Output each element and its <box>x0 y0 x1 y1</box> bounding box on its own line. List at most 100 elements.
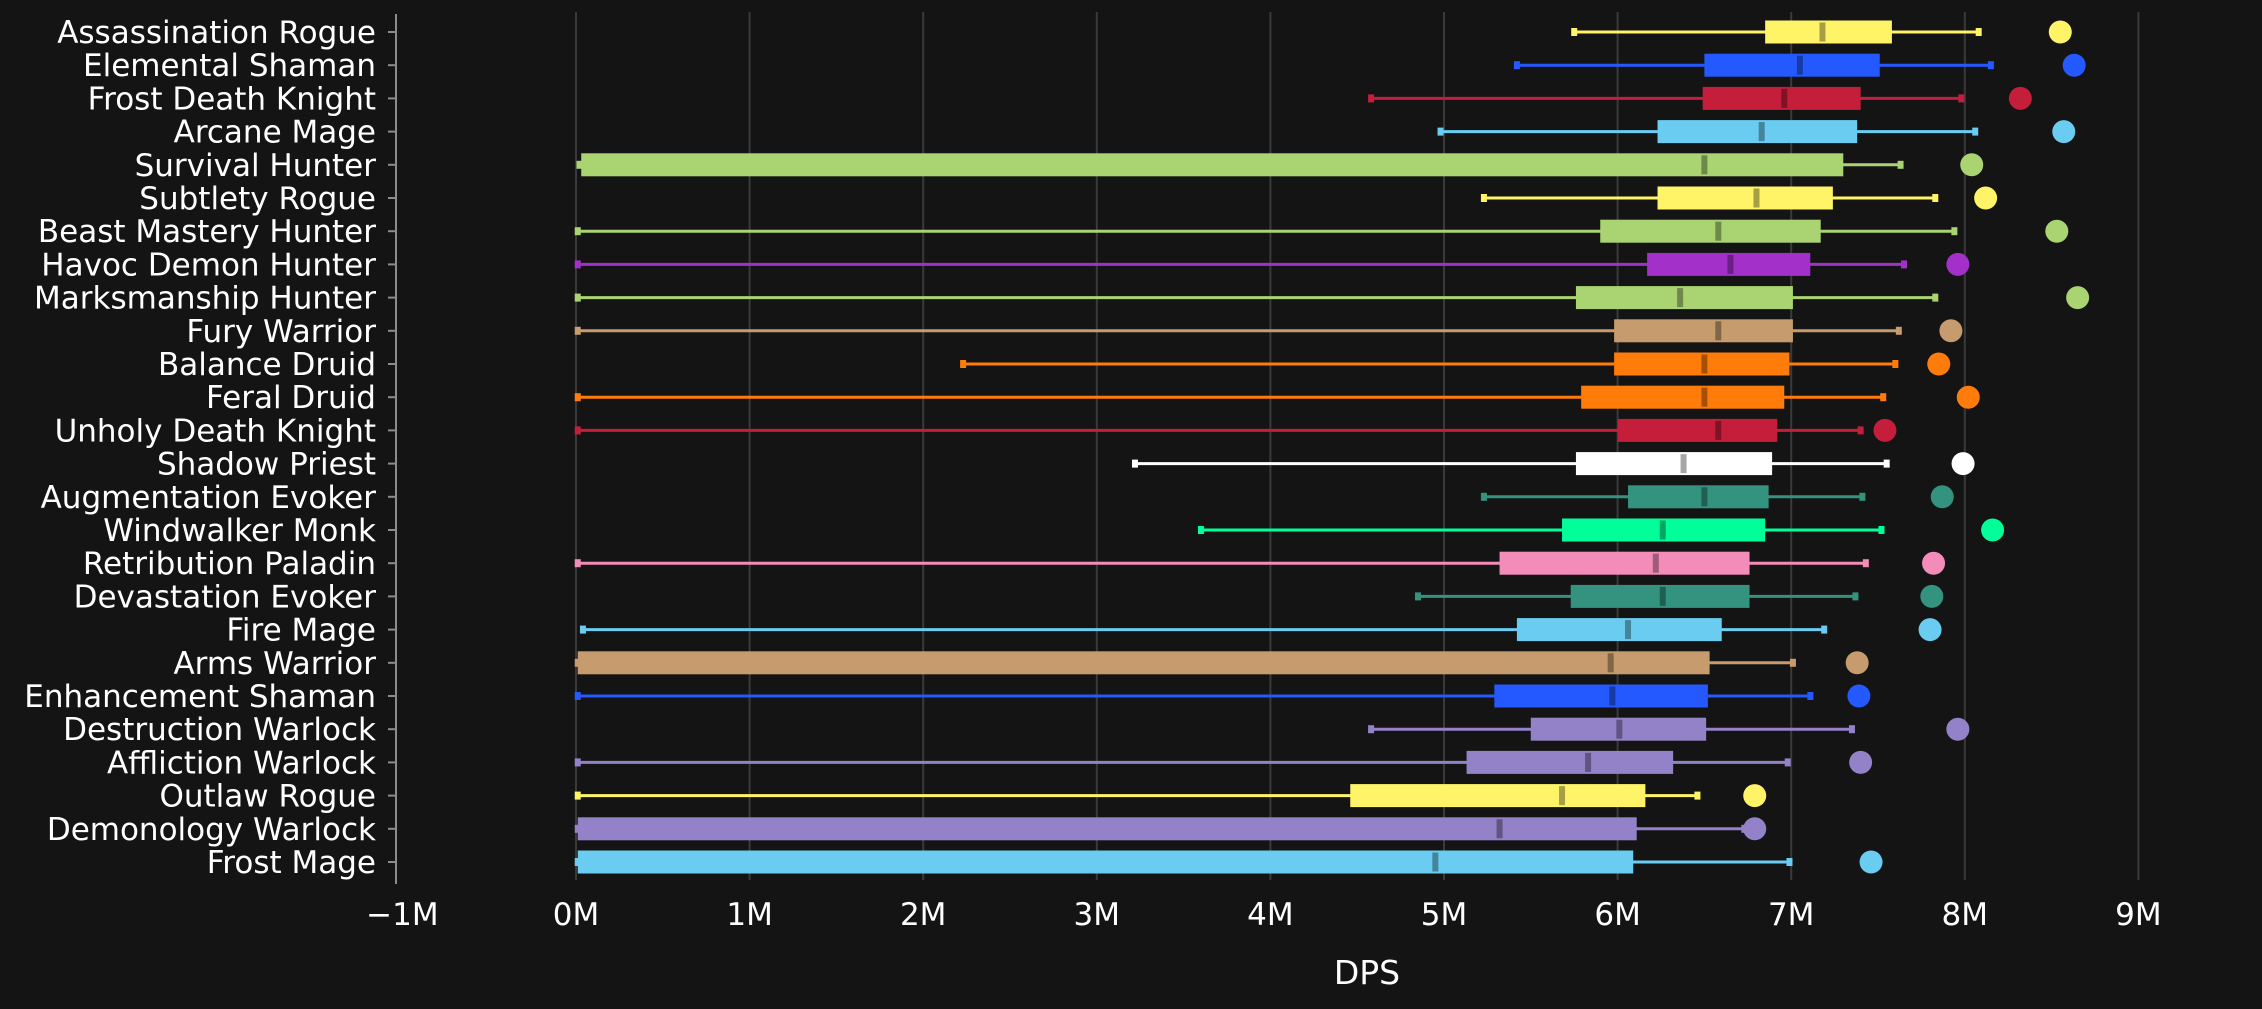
spec-box-group <box>574 684 1871 708</box>
outlier-point <box>1939 319 1963 343</box>
outlier-point <box>1951 452 1975 476</box>
iqr-box <box>1614 319 1793 343</box>
median-marker <box>1701 387 1708 407</box>
outlier-point <box>1946 252 1970 276</box>
spec-label: Fire Mage <box>226 613 376 649</box>
whisker-min-cap <box>1368 725 1375 734</box>
whisker-min-cap <box>960 360 967 368</box>
whisker-max-cap <box>1892 360 1899 368</box>
whisker-min-cap <box>574 758 581 767</box>
spec-box-group <box>1131 452 1975 476</box>
whisker-min-cap <box>1131 459 1138 468</box>
x-tick-label: 3M <box>1074 897 1120 933</box>
whisker-min-cap <box>1513 61 1520 70</box>
iqr-box <box>1617 418 1778 442</box>
median-marker <box>1659 586 1666 606</box>
whisker-min-cap <box>1197 526 1204 534</box>
median-marker <box>1758 122 1765 142</box>
outlier-point <box>1930 485 1954 509</box>
whisker-max-cap <box>1987 61 1994 70</box>
iqr-box <box>1530 717 1707 741</box>
spec-label: Assassination Rogue <box>57 15 376 51</box>
spec-box-group <box>1480 186 1998 210</box>
median-marker <box>1677 288 1684 308</box>
iqr-box <box>1657 120 1858 144</box>
x-tick-label: −1M <box>366 897 438 933</box>
iqr-box <box>1702 86 1861 110</box>
x-tick-label: 4M <box>1247 897 1293 933</box>
median-marker <box>1625 620 1632 640</box>
whisker-min-cap <box>1571 28 1578 36</box>
whisker-min-cap <box>574 559 581 568</box>
median-marker <box>1781 88 1788 108</box>
outlier-point <box>2048 20 2072 44</box>
whisker-max-cap <box>1897 160 1904 169</box>
median-marker <box>1701 354 1708 374</box>
median-marker <box>1680 454 1687 474</box>
iqr-box <box>577 651 1710 675</box>
spec-box-group <box>574 850 1883 874</box>
median-marker <box>1559 786 1566 806</box>
whisker-max-cap <box>1975 28 1982 36</box>
outlier-point <box>1981 518 2005 542</box>
spec-label: Havoc Demon Hunter <box>41 247 376 283</box>
spec-box-group <box>1368 86 2032 110</box>
spec-box-group <box>1571 20 2072 44</box>
outlier-point <box>1918 618 1942 642</box>
x-tick-label: 1M <box>726 897 772 933</box>
iqr-box <box>1494 684 1708 708</box>
spec-label: Survival Hunter <box>135 148 377 184</box>
spec-label: Feral Druid <box>206 380 376 416</box>
iqr-box <box>1600 219 1821 243</box>
outlier-point <box>2008 86 2032 110</box>
iqr-box <box>1575 286 1793 310</box>
x-tick-label: 9M <box>2115 897 2161 933</box>
spec-box-group <box>574 252 1970 276</box>
outlier-point <box>2062 53 2086 77</box>
whisker-max-cap <box>1901 260 1908 269</box>
whisker-max-cap <box>1880 393 1887 402</box>
iqr-box <box>1581 385 1785 409</box>
spec-box-group <box>579 618 1942 642</box>
spec-label: Frost Death Knight <box>88 81 376 117</box>
iqr-box <box>1466 750 1674 774</box>
spec-box-group <box>574 651 1869 675</box>
median-marker <box>1796 55 1803 75</box>
spec-box-group <box>960 352 1951 376</box>
x-axis-title: DPS <box>1334 953 1400 992</box>
spec-box-group <box>1414 584 1944 608</box>
x-tick-label: 2M <box>900 897 946 933</box>
whisker-max-cap <box>1862 559 1869 568</box>
spec-box-group <box>574 784 1767 808</box>
spec-label: Elemental Shaman <box>83 48 376 84</box>
spec-box-group <box>574 219 2069 243</box>
median-marker <box>1701 155 1708 175</box>
whisker-max-cap <box>1694 791 1701 800</box>
whisker-max-cap <box>1895 326 1902 335</box>
median-marker <box>1753 188 1760 208</box>
spec-label: Arcane Mage <box>174 115 376 151</box>
x-tick-label: 0M <box>553 897 599 933</box>
spec-box-group <box>574 286 2090 310</box>
whisker-max-cap <box>1848 725 1855 734</box>
whisker-max-cap <box>1878 526 1885 534</box>
outlier-point <box>1873 418 1897 442</box>
spec-label: Demonology Warlock <box>47 812 376 848</box>
whisker-min-cap <box>1480 492 1487 501</box>
median-marker <box>1585 752 1592 772</box>
iqr-box <box>577 817 1637 841</box>
x-tick-label: 5M <box>1421 897 1467 933</box>
median-marker <box>1727 254 1734 274</box>
outlier-point <box>2052 120 2076 144</box>
median-marker <box>1715 221 1722 241</box>
spec-label: Arms Warrior <box>173 646 376 682</box>
outlier-point <box>1920 584 1944 608</box>
outlier-point <box>2045 219 2069 243</box>
whisker-min-cap <box>1414 592 1421 601</box>
spec-box-group <box>1197 518 2005 542</box>
median-marker <box>1616 719 1623 739</box>
median-marker <box>1715 321 1722 341</box>
outlier-point <box>1859 850 1883 874</box>
